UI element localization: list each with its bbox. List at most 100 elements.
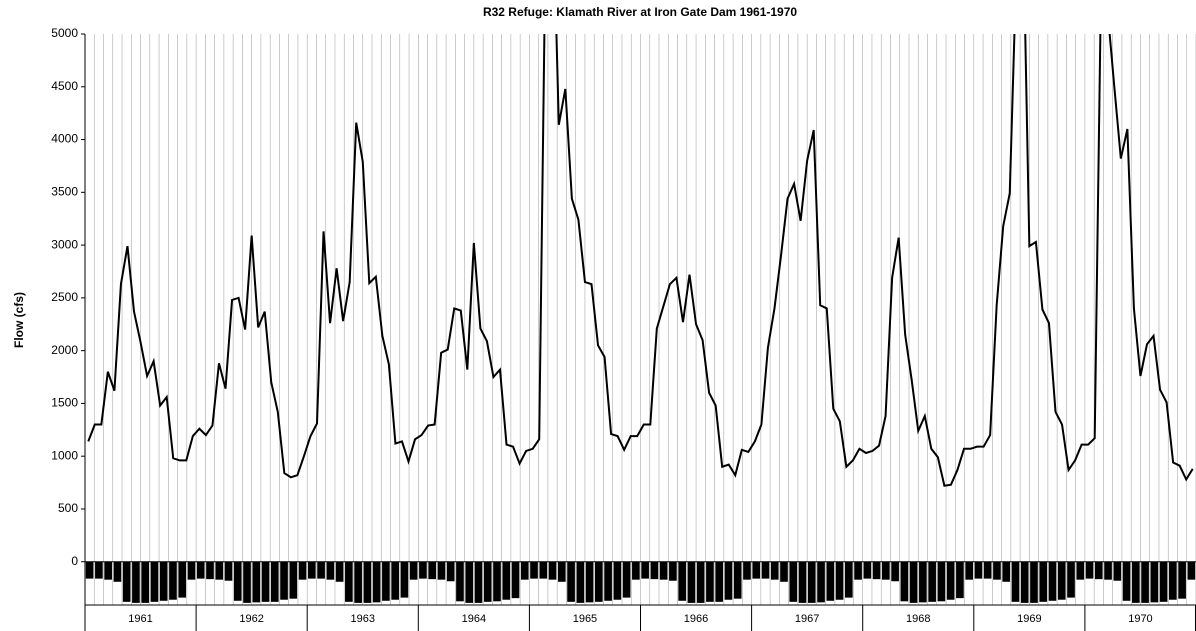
y-tick-label: 1500 [51, 396, 78, 410]
bar [382, 561, 390, 601]
bar [1122, 561, 1131, 601]
bar [956, 561, 964, 599]
bar [391, 561, 399, 600]
bar [548, 561, 557, 580]
bar [798, 561, 807, 603]
bar [900, 561, 909, 602]
bar [863, 561, 872, 579]
bar [576, 561, 585, 603]
bar [844, 561, 853, 598]
y-tick-label: 3500 [51, 184, 78, 198]
plot-area [85, 34, 1196, 603]
bar [1094, 561, 1103, 580]
bar [409, 561, 418, 580]
bar [159, 561, 168, 601]
bar [224, 561, 233, 581]
bar [613, 561, 622, 600]
bar [530, 561, 538, 579]
bar [150, 561, 159, 602]
bar [446, 561, 455, 582]
bar [770, 561, 779, 580]
bar [206, 561, 214, 580]
bar [104, 561, 112, 580]
bar [85, 561, 94, 579]
bar [169, 561, 177, 600]
bar [280, 561, 288, 600]
bar [835, 561, 844, 600]
y-axis-label: Flow (cfs) [12, 292, 26, 348]
bar [1085, 561, 1094, 579]
y-tick-label: 5000 [51, 26, 78, 40]
bar [761, 561, 770, 579]
bar [178, 561, 187, 598]
bar [483, 561, 492, 602]
bar [706, 561, 714, 602]
bar [650, 561, 659, 580]
bar [919, 561, 927, 603]
bar [1057, 561, 1066, 600]
bar [335, 561, 344, 582]
x-tick-label: 1970 [1128, 613, 1152, 625]
bar [669, 561, 677, 581]
y-tick-label: 2500 [51, 290, 78, 304]
bar [752, 561, 761, 579]
bar [1104, 561, 1112, 580]
bar [1039, 561, 1048, 602]
bar [641, 561, 649, 579]
bar [567, 561, 575, 602]
bar [1113, 561, 1122, 581]
bar [632, 561, 640, 580]
bar [252, 561, 261, 603]
bar [965, 561, 973, 580]
bar [715, 561, 724, 602]
bar [1141, 561, 1149, 603]
flow-line [87, 34, 1194, 487]
y-tick-label: 500 [58, 501, 78, 515]
bar [270, 561, 279, 602]
bar [854, 561, 862, 580]
bar [511, 561, 520, 599]
bar [345, 561, 353, 602]
bar [659, 561, 668, 580]
bar [298, 561, 307, 580]
bar [428, 561, 437, 580]
x-tick-label: 1962 [239, 613, 263, 625]
bar [891, 561, 899, 582]
bar [1048, 561, 1057, 601]
bar [233, 561, 242, 601]
bar [465, 561, 474, 603]
bar [326, 561, 335, 580]
bar [95, 561, 103, 579]
bar [1187, 561, 1196, 580]
bar [243, 561, 251, 603]
x-tick-label: 1967 [795, 613, 819, 625]
x-tick-label: 1965 [573, 613, 597, 625]
bar [187, 561, 196, 580]
bar [215, 561, 224, 580]
bar [354, 561, 362, 603]
y-tick-label: 4500 [51, 79, 78, 93]
bar [993, 561, 1001, 580]
bar [141, 561, 150, 603]
bar [437, 561, 446, 580]
bar [696, 561, 705, 603]
bar [882, 561, 890, 580]
bar [595, 561, 603, 602]
bar [872, 561, 881, 580]
bar [456, 561, 464, 602]
x-tick-label: 1968 [906, 613, 930, 625]
bar [983, 561, 992, 579]
bar [122, 561, 131, 602]
bar [1030, 561, 1038, 603]
bar [113, 561, 122, 582]
bar [493, 561, 501, 602]
bar [289, 561, 298, 599]
bar [1011, 561, 1020, 602]
bar [372, 561, 381, 603]
bar [557, 561, 566, 582]
bar [1178, 561, 1186, 599]
bar [1067, 561, 1075, 598]
bar [363, 561, 372, 603]
bar [308, 561, 316, 579]
